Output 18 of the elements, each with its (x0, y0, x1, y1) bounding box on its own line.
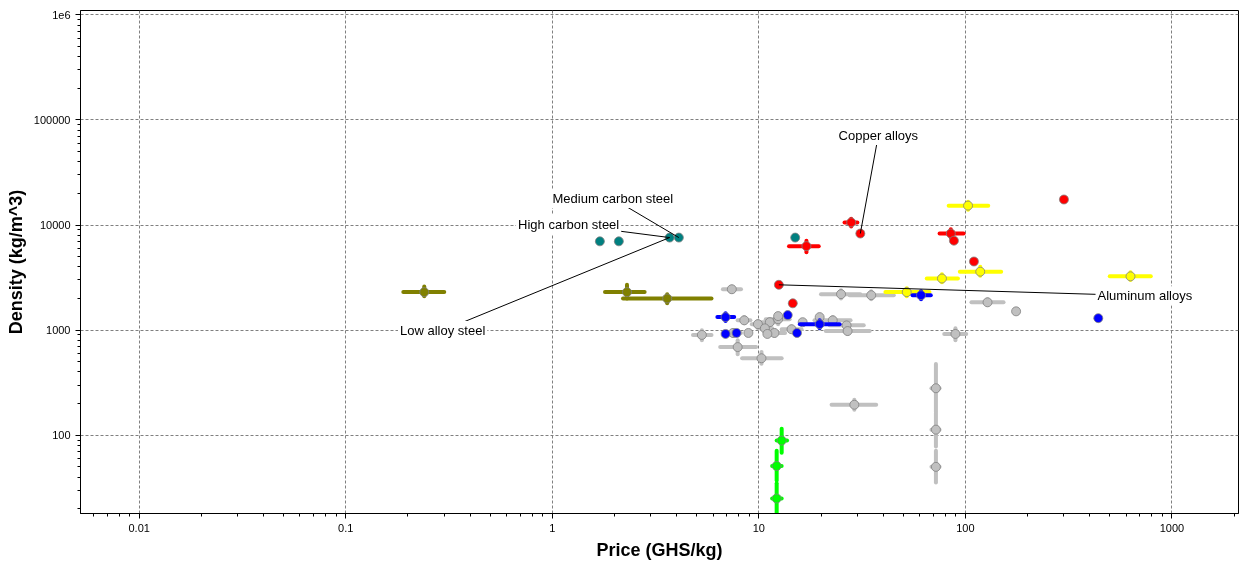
x-axis-title: Price (GHS/kg) (596, 539, 723, 560)
x-tick-label: 1 (549, 521, 556, 534)
x-tick-label: 100 (956, 521, 975, 534)
annotation: High carbon steel (518, 217, 620, 233)
annotation: Medium carbon steel (552, 191, 674, 207)
y-tick-label: 10000 (39, 219, 71, 232)
y-tick-label: 1000 (46, 324, 71, 337)
y-tick-label: 100000 (33, 113, 71, 126)
x-tick-label: 10 (752, 521, 765, 534)
x-tick-label: 1000 (1159, 521, 1185, 534)
y-tick-label: 1e6 (52, 8, 71, 21)
annotation: Aluminum alloys (1097, 288, 1193, 304)
annotation: Low alloy steel (400, 323, 486, 339)
y-tick-label: 100 (52, 429, 71, 442)
y-axis-title: Density (kg/m^3) (5, 189, 26, 335)
x-tick-label: 0.1 (338, 521, 354, 534)
annotation: Copper alloys (838, 128, 919, 144)
x-tick-label: 0.01 (128, 521, 150, 534)
